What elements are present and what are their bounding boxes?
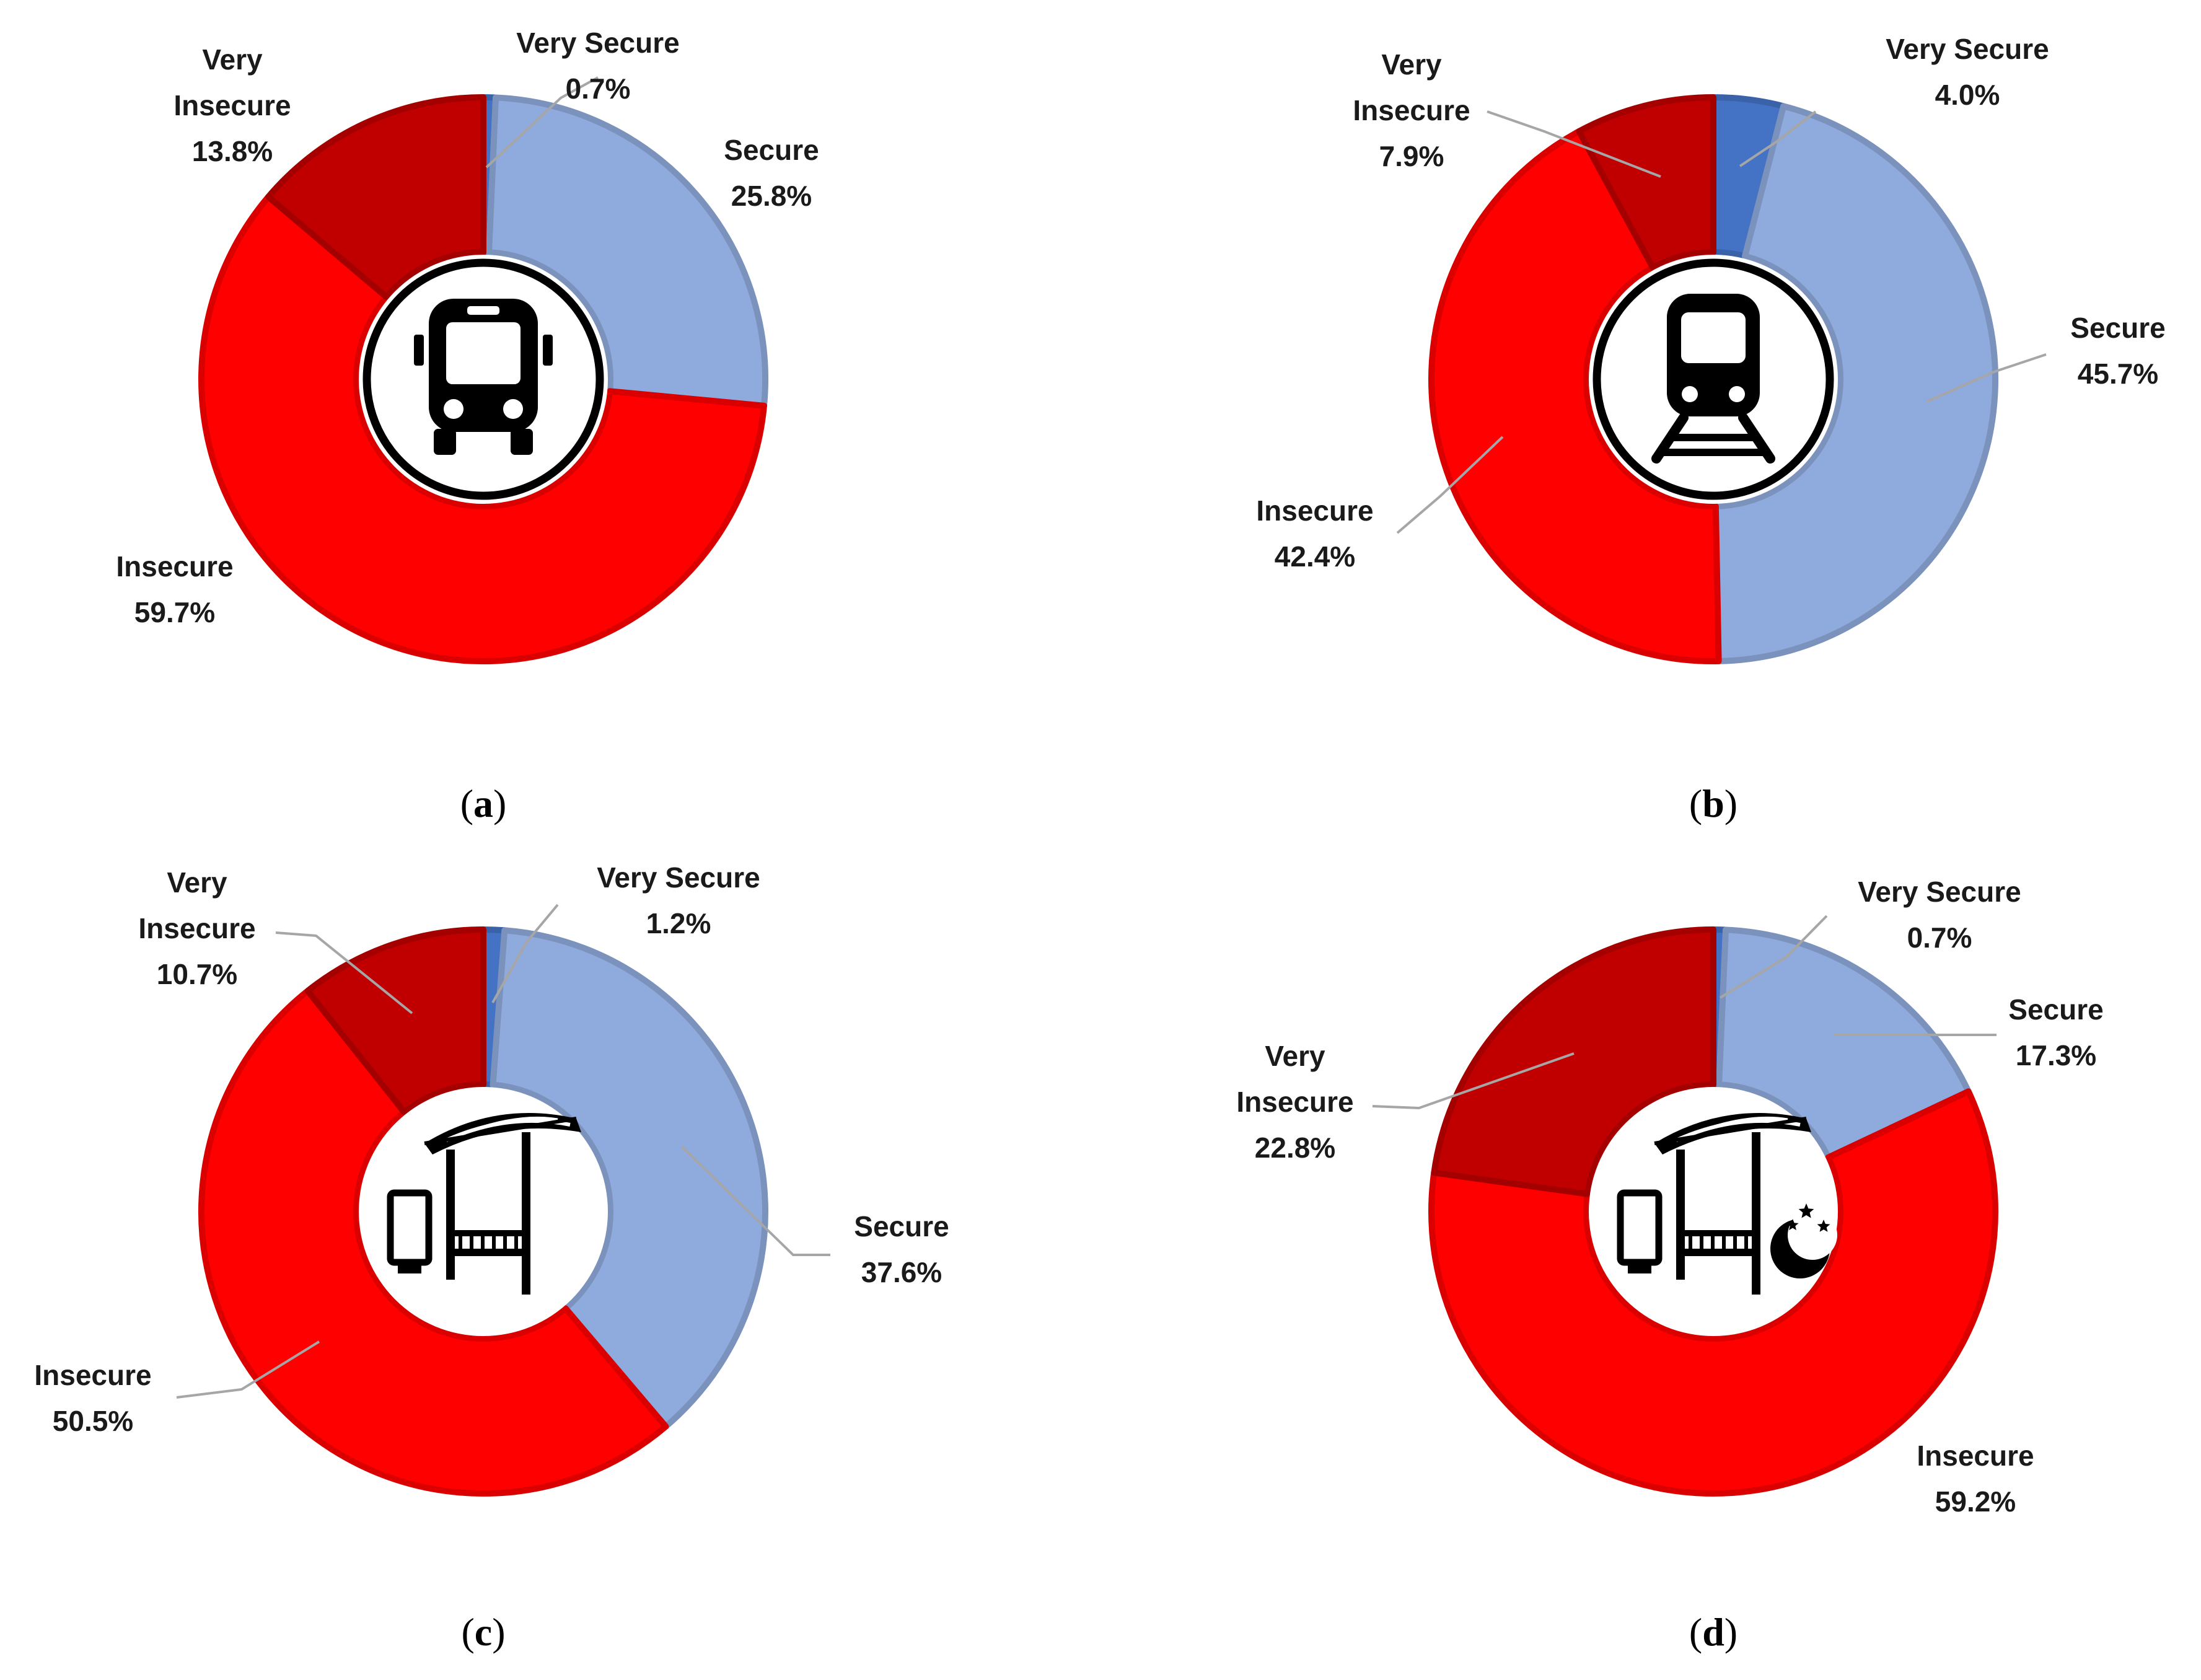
data-label-very-insecure: Very Insecure 22.8% (1236, 1040, 1353, 1164)
leader-line-very-secure (1739, 110, 1817, 167)
slice-secure (486, 94, 768, 409)
donut-chart-a: Very Secure 0.7% Secure 25.8% Insecure 59.7% V… (116, 27, 819, 664)
slice-secure (1712, 103, 1998, 664)
donut-charts-group: Very Secure 0.7% Secure 25.8% Insecure 59.7% V… (34, 27, 2165, 1654)
slice-insecure (198, 193, 767, 664)
data-label-insecure: Insecure 59.2% (1917, 1440, 2034, 1518)
data-label-very-secure: Very Secure 0.7% (516, 27, 679, 105)
slice-insecure (1428, 128, 1722, 664)
slice-very-insecure (265, 94, 486, 301)
bus-icon (362, 258, 604, 500)
data-label-very-insecure: Very Insecure 13.8% (174, 43, 291, 167)
leader-line-very-secure (485, 76, 599, 169)
data-label-secure: Secure 17.3% (2008, 993, 2103, 1071)
caption-d: (d) (1689, 1610, 1738, 1654)
slice-very-insecure (1431, 926, 1716, 1197)
leader-line-very-secure (491, 904, 559, 1003)
data-label-very-secure: Very Secure 0.7% (1858, 876, 2021, 954)
data-label-insecure: Insecure 42.4% (1256, 495, 1373, 573)
data-label-very-insecure: Very Insecure 7.9% (1353, 48, 1470, 172)
data-label-insecure: Insecure 50.5% (34, 1359, 151, 1437)
data-label-very-secure: Very Secure 4.0% (1886, 33, 2049, 111)
data-label-secure: Secure 25.8% (724, 134, 819, 212)
data-label-very-insecure: Very Insecure 10.7% (138, 866, 255, 990)
slice-insecure (198, 988, 669, 1497)
leader-line-insecure (1396, 436, 1504, 534)
leader-line-very-insecure (1372, 1052, 1575, 1110)
donut-chart-d: Very Secure 0.7% Secure 17.3% Insecure 59.2% V… (1236, 876, 2103, 1518)
leader-line-very-insecure (275, 931, 413, 1014)
leader-line-secure (680, 1145, 830, 1256)
bus-stop-night-icon (1617, 1113, 1837, 1295)
leader-line-insecure (176, 1340, 320, 1399)
data-label-secure: Secure 37.6% (854, 1210, 949, 1288)
data-label-very-secure: Very Secure 1.2% (597, 861, 760, 939)
caption-b: (b) (1689, 781, 1738, 825)
leader-line-very-insecure (1487, 110, 1661, 178)
donut-chart-b: Very Secure 4.0% Secure 45.7% Insecure 42.4% V… (1256, 33, 2166, 664)
donut-hole (359, 1087, 608, 1336)
data-label-secure: Secure 45.7% (2070, 312, 2165, 390)
data-label-insecure: Insecure 59.7% (116, 550, 233, 628)
slice-secure (490, 927, 768, 1430)
caption-a: (a) (460, 781, 507, 825)
leader-line-secure (1926, 353, 2047, 403)
slice-very-insecure (304, 926, 486, 1115)
train-icon (1593, 258, 1834, 500)
slice-very-insecure (1576, 94, 1716, 271)
slice-secure (1716, 926, 1972, 1161)
donut-chart-c: Very Secure 1.2% Secure 37.6% Insecure 50.5% V… (34, 861, 949, 1497)
caption-c: (c) (461, 1610, 505, 1654)
leader-line-very-secure (1719, 915, 1828, 999)
donut-hole (1589, 1087, 1838, 1336)
bus-stop-icon (387, 1113, 581, 1295)
